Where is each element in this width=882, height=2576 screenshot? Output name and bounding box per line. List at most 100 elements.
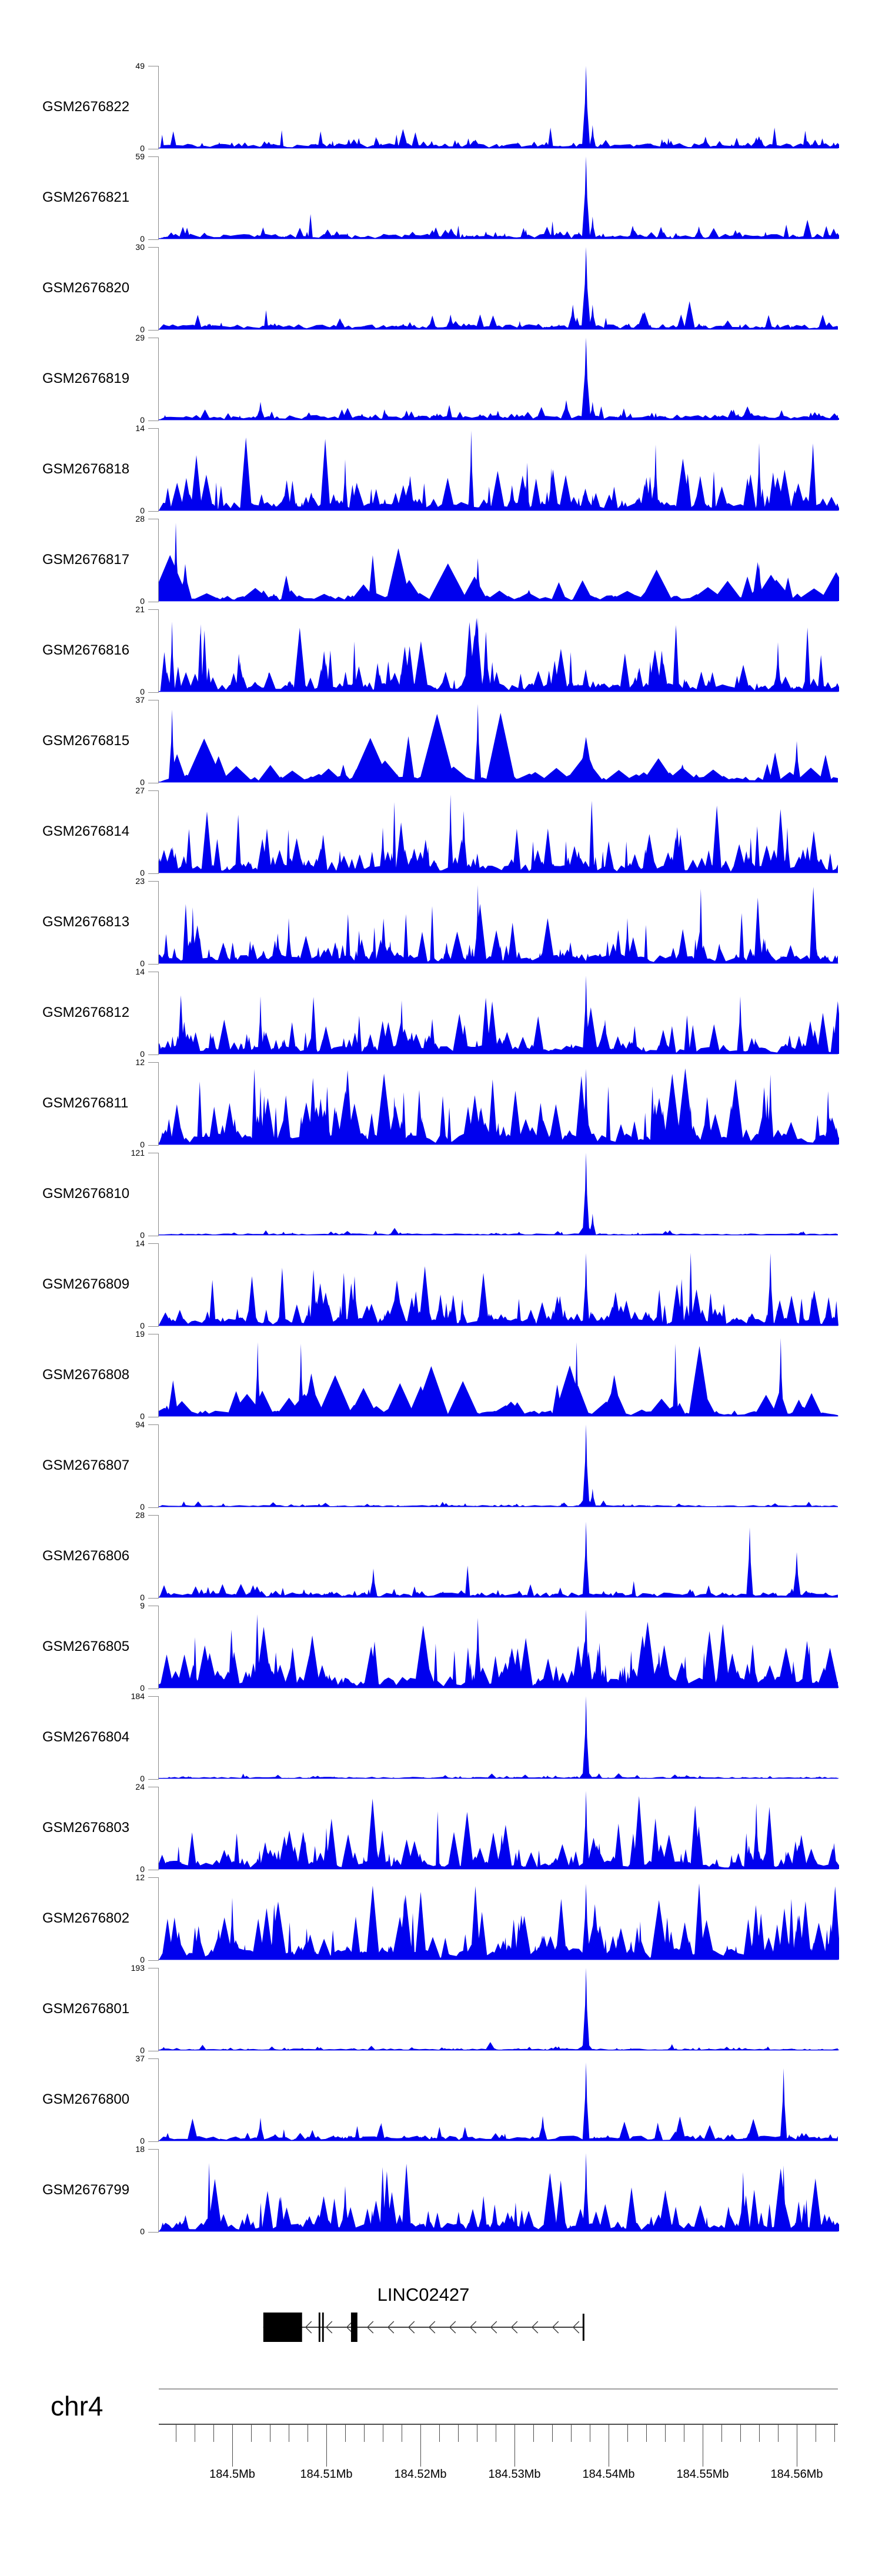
- track-row: GSM2676806 28 0: [0, 1510, 882, 1606]
- ruler-minor-tick: [345, 2424, 346, 2442]
- track-label: GSM2676806: [42, 1548, 130, 1564]
- track-y-axis: [148, 1877, 159, 1961]
- track-signal[interactable]: [159, 1787, 839, 1870]
- coverage-area: [159, 1791, 839, 1869]
- track-signal[interactable]: [159, 972, 839, 1055]
- track-signal[interactable]: [159, 519, 839, 602]
- track-y-axis: [148, 1696, 159, 1780]
- track-row: GSM2676810 121 0: [0, 1148, 882, 1243]
- track-label: GSM2676818: [42, 461, 130, 477]
- track-y-axis: [148, 66, 159, 149]
- coverage-area: [159, 2063, 838, 2141]
- track-signal[interactable]: [159, 700, 839, 783]
- track-y0-label: 0: [140, 144, 145, 153]
- track-signal[interactable]: [159, 338, 839, 421]
- track-signal[interactable]: [159, 1334, 839, 1417]
- track-label: GSM2676802: [42, 1910, 130, 1926]
- ruler-major-tick: [326, 2424, 327, 2467]
- track-ymax-label: 121: [131, 1148, 145, 1157]
- track-signal[interactable]: [159, 1696, 839, 1780]
- track-row: GSM2676804 184 0: [0, 1691, 882, 1787]
- track-label: GSM2676820: [42, 280, 130, 296]
- gene-model[interactable]: [159, 2309, 839, 2345]
- track-y-axis: [148, 2058, 159, 2142]
- track-row: GSM2676816 21 0: [0, 605, 882, 700]
- track-y-axis: [148, 247, 159, 331]
- track-signal[interactable]: [159, 428, 839, 512]
- ruler-major-tick: [420, 2424, 421, 2467]
- track-signal[interactable]: [159, 881, 839, 965]
- track-signal[interactable]: [159, 1515, 839, 1599]
- ruler-minor-tick: [552, 2424, 553, 2442]
- track-row: GSM2676800 37 0: [0, 2054, 882, 2149]
- track-y-axis: [148, 1243, 159, 1327]
- track-y0-label: 0: [140, 778, 145, 787]
- gene-exon[interactable]: [263, 2313, 302, 2342]
- track-signal[interactable]: [159, 247, 839, 331]
- coverage-area: [159, 1610, 839, 1688]
- track-row: GSM2676819 29 0: [0, 333, 882, 428]
- track-y-axis: [148, 1424, 159, 1508]
- track-signal[interactable]: [159, 156, 839, 240]
- track-label: GSM2676810: [42, 1186, 130, 1202]
- track-y0-label: 0: [140, 596, 145, 606]
- track-y0-label: 0: [140, 1049, 145, 1059]
- track-row: GSM2676802 12 0: [0, 1873, 882, 1968]
- track-row: GSM2676815 37 0: [0, 695, 882, 790]
- coverage-area: [159, 976, 839, 1054]
- track-ymax-label: 23: [135, 876, 145, 886]
- coverage-area: [159, 795, 838, 873]
- signal-baseline: [159, 1234, 838, 1236]
- track-ymax-label: 9: [140, 1601, 145, 1610]
- signal-baseline: [159, 600, 838, 602]
- track-signal[interactable]: [159, 1243, 839, 1327]
- track-signal[interactable]: [159, 1606, 839, 1689]
- gene-exon[interactable]: [350, 2313, 358, 2342]
- track-y-axis: [148, 519, 159, 602]
- track-y0-label: 0: [140, 325, 145, 334]
- track-ymax-label: 29: [135, 333, 145, 342]
- track-y-axis: [148, 700, 159, 783]
- track-signal[interactable]: [159, 2149, 839, 2233]
- track-y0-label: 0: [140, 1230, 145, 1240]
- track-y0-label: 0: [140, 2136, 145, 2145]
- track-signal[interactable]: [159, 790, 839, 874]
- coverage-area: [159, 247, 838, 329]
- track-signal[interactable]: [159, 1062, 839, 1146]
- coverage-area: [159, 618, 839, 692]
- track-label: GSM2676800: [42, 2091, 130, 2107]
- track-label: GSM2676805: [42, 1639, 130, 1654]
- strand-arrow-icon: [428, 2321, 436, 2334]
- track-ymax-label: 14: [135, 1239, 145, 1248]
- track-signal[interactable]: [159, 1968, 839, 2051]
- track-row: GSM2676821 59 0: [0, 152, 882, 247]
- track-ymax-label: 30: [135, 242, 145, 252]
- coverage-area: [159, 1338, 839, 1416]
- track-row: GSM2676814 27 0: [0, 786, 882, 881]
- signal-baseline: [159, 419, 838, 421]
- gene-exon[interactable]: [322, 2313, 324, 2342]
- coverage-area: [159, 1883, 839, 1960]
- track-signal[interactable]: [159, 1153, 839, 1236]
- signal-baseline: [159, 2140, 838, 2141]
- track-label: GSM2676822: [42, 99, 130, 115]
- track-signal[interactable]: [159, 609, 839, 693]
- track-label: GSM2676807: [42, 1457, 130, 1473]
- track-row: GSM2676820 30 0: [0, 242, 882, 338]
- ruler-tick-label: 184.54Mb: [582, 2468, 635, 2481]
- track-ymax-label: 59: [135, 152, 145, 161]
- ruler-minor-tick: [439, 2424, 440, 2442]
- track-signal[interactable]: [159, 1424, 839, 1508]
- track-label: GSM2676804: [42, 1729, 130, 1745]
- track-ymax-label: 94: [135, 1420, 145, 1429]
- signal-baseline: [159, 1687, 838, 1689]
- track-signal[interactable]: [159, 66, 839, 149]
- track-signal[interactable]: [159, 1877, 839, 1961]
- track-y0-label: 0: [140, 868, 145, 877]
- track-ymax-label: 27: [135, 786, 145, 795]
- strand-arrow-icon: [305, 2321, 312, 2334]
- track-signal[interactable]: [159, 2058, 839, 2142]
- track-ymax-label: 37: [135, 695, 145, 705]
- track-row: GSM2676808 19 0: [0, 1329, 882, 1424]
- gene-exon[interactable]: [318, 2313, 320, 2342]
